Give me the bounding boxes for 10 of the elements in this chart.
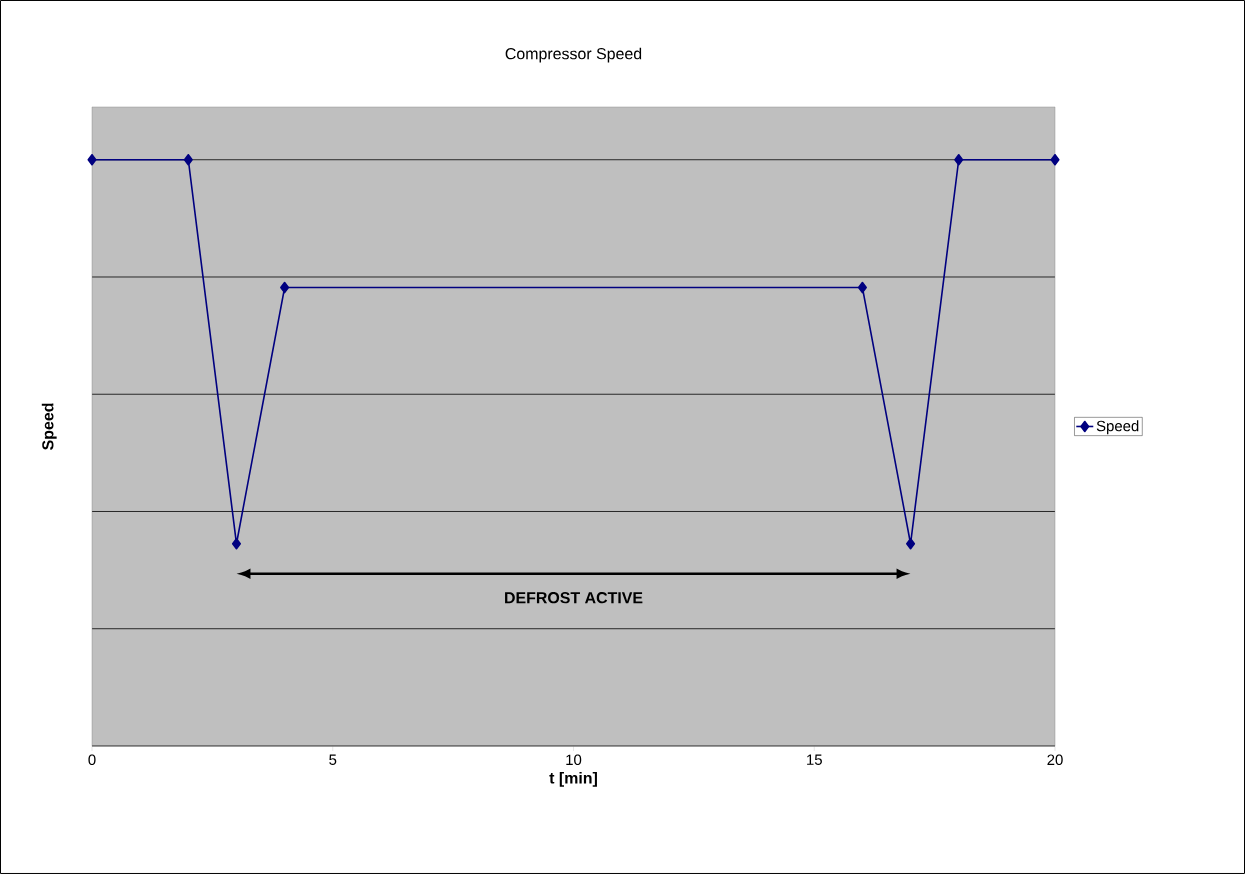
annotation: DEFROST ACTIVE [505, 592, 643, 604]
legend-label: Speed [1096, 420, 1139, 435]
x-tick-label: 5 [329, 754, 337, 765]
x-axis-title: t [min] [549, 771, 597, 787]
y-axis-title: Speed [41, 403, 57, 450]
x-tick-label: 0 [88, 754, 96, 766]
x-tick-label: 10 [566, 754, 582, 766]
x-tick-label: 20 [1047, 754, 1063, 766]
x-tick-label: 15 [807, 754, 822, 765]
chart-title: Compressor Speed [505, 47, 642, 63]
